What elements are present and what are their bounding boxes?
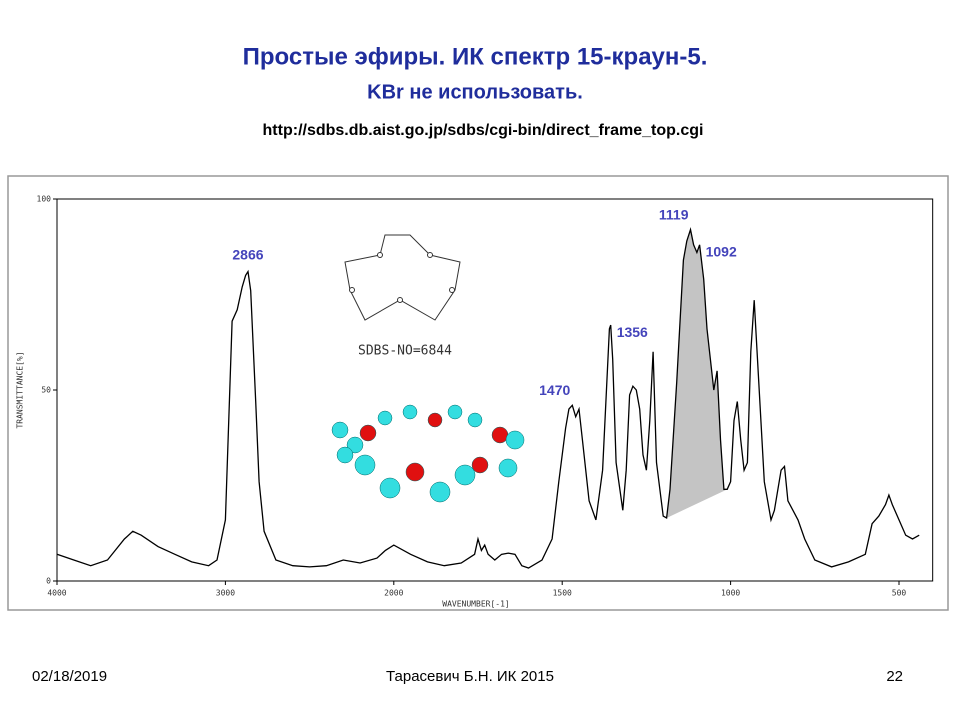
x-tick-label: 500 — [892, 589, 907, 598]
peak-label: 1470 — [539, 382, 570, 398]
source-url: http://sdbs.db.aist.go.jp/sdbs/cgi-bin/d… — [263, 122, 704, 139]
x-axis-label: WAVENUMBER[-1] — [442, 600, 509, 609]
y-tick-label: 0 — [46, 577, 51, 586]
peak-label: 1356 — [617, 324, 648, 340]
y-tick-label: 50 — [41, 386, 51, 395]
peak-label: 1092 — [706, 244, 737, 260]
ball-model — [331, 404, 525, 503]
footer-date: 02/18/2019 — [32, 668, 107, 685]
footer-author: Тарасевич Б.Н. ИК 2015 — [386, 668, 554, 685]
structure-formula — [344, 234, 461, 321]
spectrum-line — [56, 227, 920, 569]
sdbs-number: SDBS-NO=6844 — [358, 344, 452, 359]
x-tick-label: 1000 — [721, 589, 740, 598]
x-tick-label: 2000 — [384, 589, 403, 598]
slide-title: Простые эфиры. ИК спектр 15-краун-5. — [243, 43, 708, 70]
slide-subtitle: KBr не использовать. — [367, 81, 583, 103]
footer-page: 22 — [886, 668, 903, 685]
y-axis-label: TRANSMITTANCE[%] — [16, 351, 25, 428]
x-tick-label: 1500 — [553, 589, 572, 598]
peak-label: 1119 — [659, 206, 689, 222]
y-tick-label: 100 — [37, 195, 52, 204]
peak-label: 2866 — [232, 246, 263, 262]
x-tick-label: 3000 — [216, 589, 235, 598]
x-tick-label: 4000 — [47, 589, 66, 598]
